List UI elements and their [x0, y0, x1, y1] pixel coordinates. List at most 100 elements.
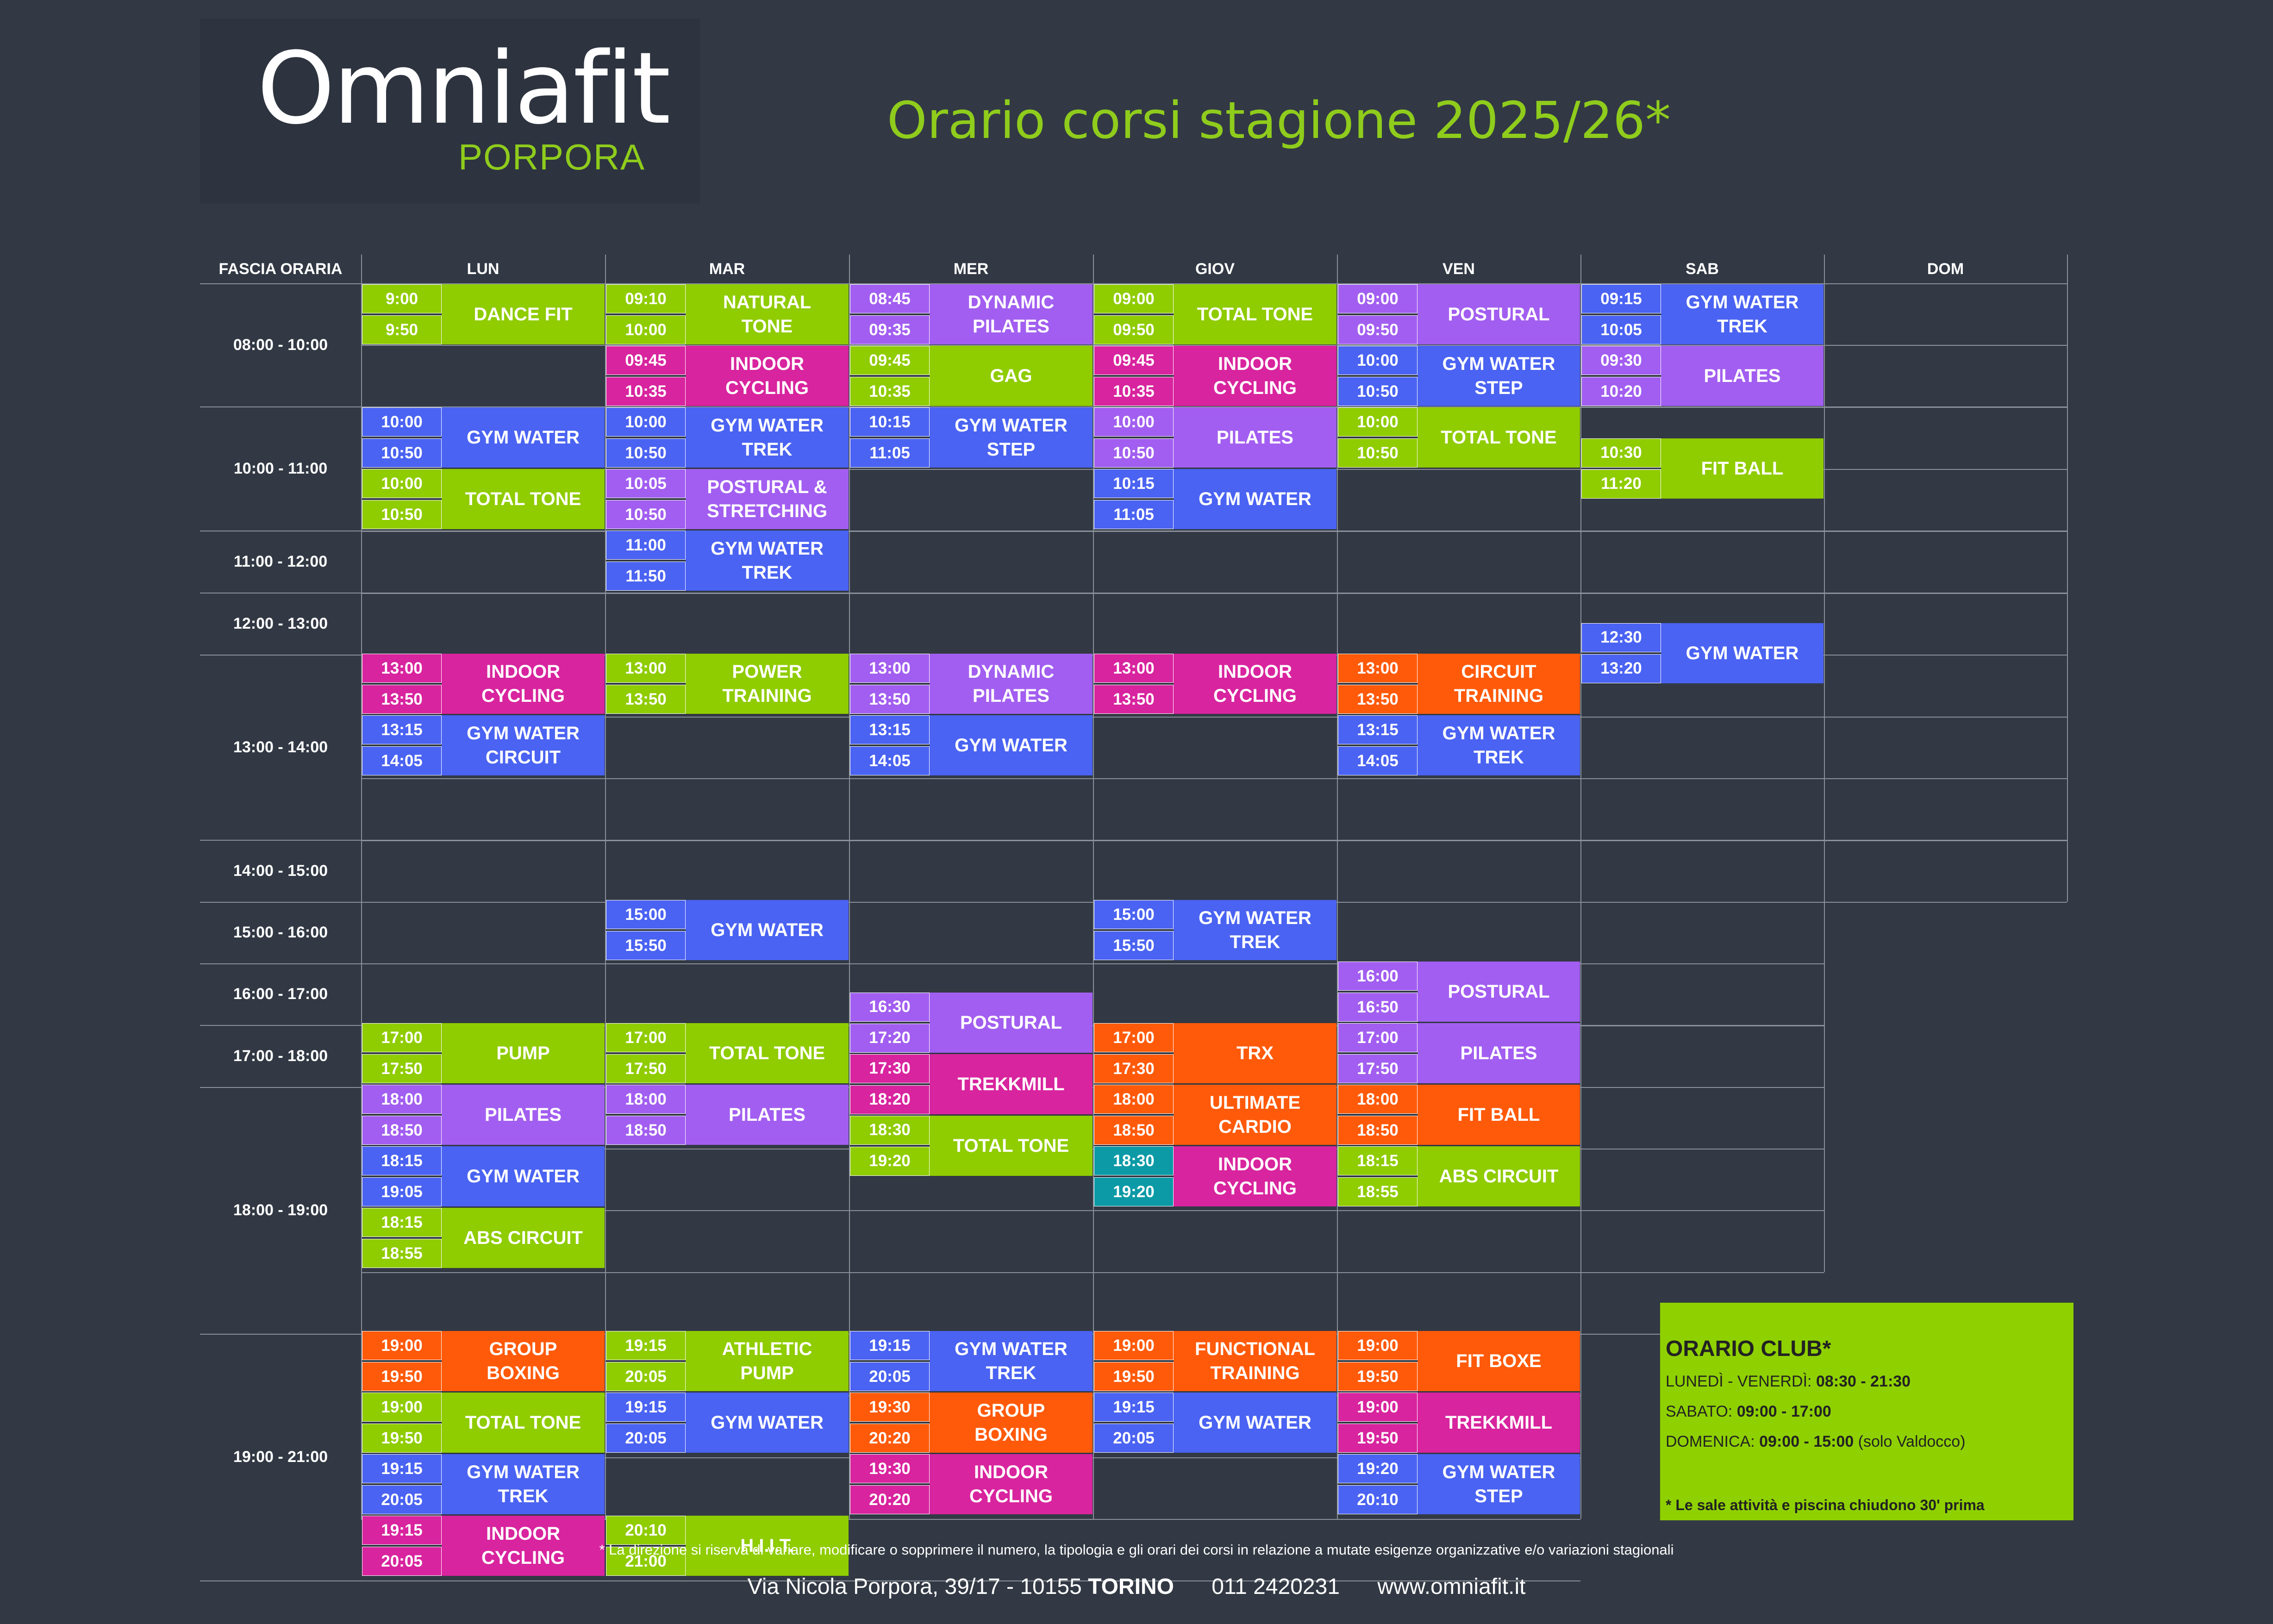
course-start-time: 17:00: [1094, 1023, 1174, 1052]
course-block: TOTAL TONE 10:00 10:50: [1338, 407, 1580, 468]
course-end-time: 10:20: [1581, 377, 1661, 406]
grid-line: [2067, 255, 2068, 902]
course-end-time: 10:35: [606, 377, 686, 406]
course-end-time: 17:20: [850, 1023, 930, 1053]
course-block: GYM WATER 18:15 19:05: [362, 1146, 605, 1206]
course-end-time: 18:50: [606, 1116, 686, 1145]
course-name: GYM WATER: [442, 1146, 605, 1206]
column-header: MER: [953, 260, 989, 278]
course-end-time: 18:50: [1094, 1116, 1174, 1145]
grid-line: [361, 840, 2067, 841]
course-block: CIRCUIT TRAINING 13:00 13:50: [1338, 654, 1580, 714]
course-name: GYM WATER TREK: [1174, 900, 1336, 960]
column-header: LUN: [467, 260, 500, 278]
course-name: TRX: [1174, 1023, 1336, 1083]
club-hours-label: LUNEDÌ - VENERDÌ:: [1666, 1373, 1812, 1390]
course-name: GYM WATER: [442, 407, 605, 468]
disclaimer: * La direzione si riserva di variare, mo…: [599, 1542, 1674, 1558]
course-name: NATURAL TONE: [686, 284, 849, 344]
course-start-time: 19:15: [606, 1393, 686, 1422]
club-hours-row: LUNEDÌ - VENERDÌ: 08:30 - 21:30: [1666, 1373, 2068, 1391]
club-hours-value: 09:00 - 15:00: [1759, 1433, 1854, 1450]
time-slot-label: 17:00 - 18:00: [233, 1047, 328, 1065]
time-slot-label: 08:00 - 10:00: [233, 336, 328, 354]
course-end-time: 10:50: [606, 438, 686, 468]
time-slot-label: 11:00 - 12:00: [233, 553, 328, 570]
course-name: TREKKMILL: [1418, 1393, 1580, 1453]
footer-city: TORINO: [1088, 1574, 1174, 1599]
course-name: ABS CIRCUIT: [1418, 1146, 1580, 1206]
course-end-time: 09:50: [1094, 315, 1174, 344]
course-name: PILATES: [1661, 346, 1823, 406]
course-block: ABS CIRCUIT 18:15 18:55: [362, 1208, 605, 1268]
course-end-time: 20:05: [1094, 1424, 1174, 1453]
course-end-time: 9:50: [362, 315, 442, 344]
course-end-time: 18:55: [362, 1239, 442, 1268]
course-block: GYM WATER 15:00 15:50: [606, 900, 849, 960]
course-start-time: 19:20: [1338, 1454, 1418, 1483]
course-start-time: 19:15: [606, 1331, 686, 1360]
course-start-time: 15:00: [606, 900, 686, 929]
course-name: ATHLETIC PUMP: [686, 1331, 849, 1391]
course-start-time: 16:00: [1338, 962, 1418, 991]
course-start-time: 17:00: [606, 1023, 686, 1052]
course-block: POSTURAL 09:00 09:50: [1338, 284, 1580, 344]
course-block: GYM WATER CIRCUIT 13:15 14:05: [362, 715, 605, 775]
course-end-time: 19:50: [1094, 1362, 1174, 1391]
course-name: FIT BALL: [1661, 438, 1823, 499]
course-start-time: 08:45: [850, 284, 930, 313]
course-block: FIT BALL 18:00 18:50: [1338, 1085, 1580, 1145]
course-start-time: 13:00: [362, 654, 442, 683]
course-name: PUMP: [442, 1023, 605, 1083]
grid-line: [361, 593, 2067, 594]
course-name: GYM WATER: [686, 900, 849, 960]
logo-background: [200, 19, 700, 204]
course-block: H.I.I.T. 20:10 21:00: [606, 1516, 849, 1576]
footer-website[interactable]: www.omniafit.it: [1377, 1574, 1526, 1599]
grid-line: [1824, 255, 1825, 1272]
course-block: PUMP 17:00 17:50: [362, 1023, 605, 1083]
course-block: TRX 17:00 17:30: [1094, 1023, 1336, 1083]
course-block: GROUP BOXING 19:00 19:50: [362, 1331, 605, 1391]
course-start-time: 09:45: [850, 346, 930, 375]
page-title: Orario corsi stagione 2025/26*: [887, 91, 1671, 150]
time-slot-label: 18:00 - 19:00: [233, 1201, 328, 1219]
course-start-time: 17:00: [362, 1023, 442, 1052]
grid-line: [361, 1272, 1824, 1273]
course-name: PILATES: [1418, 1023, 1580, 1083]
course-block: INDOOR CYCLING 09:45 10:35: [606, 346, 849, 406]
course-block: INDOOR CYCLING 13:00 13:50: [1094, 654, 1336, 714]
grid-line: [361, 1210, 1824, 1211]
course-name: TOTAL TONE: [442, 469, 605, 529]
course-block: GYM WATER 19:15 20:05: [1094, 1393, 1336, 1453]
course-name: PILATES: [1174, 407, 1336, 468]
course-end-time: 13:50: [850, 685, 930, 714]
grid-line: [1337, 255, 1338, 1519]
course-name: PILATES: [442, 1085, 605, 1145]
grid-line: [361, 531, 2067, 532]
course-block: INDOOR CYCLING 19:30 20:20: [850, 1454, 1093, 1514]
course-end-time: 19:20: [850, 1146, 930, 1176]
course-start-time: 13:00: [1094, 654, 1174, 683]
course-block: INDOOR CYCLING 18:30 19:20: [1094, 1146, 1336, 1206]
course-end-time: 10:50: [362, 500, 442, 529]
column-header: GIOV: [1195, 260, 1235, 278]
course-start-time: 18:00: [1094, 1085, 1174, 1114]
course-name: GYM WATER: [930, 715, 1093, 775]
course-block: ATHLETIC PUMP 19:15 20:05: [606, 1331, 849, 1391]
course-name: PILATES: [686, 1085, 849, 1145]
course-start-time: 18:15: [1338, 1146, 1418, 1175]
course-end-time: 21:00: [606, 1547, 686, 1576]
course-name: GYM WATER STEP: [930, 407, 1093, 468]
course-end-time: 19:50: [362, 1362, 442, 1391]
course-name: TOTAL TONE: [930, 1115, 1093, 1176]
course-end-time: 10:50: [362, 438, 442, 468]
course-block: PILATES 18:00 18:50: [606, 1085, 849, 1145]
course-start-time: 19:15: [1094, 1393, 1174, 1422]
course-start-time: 13:00: [606, 654, 686, 683]
course-name: TREKKMILL: [930, 1054, 1093, 1114]
course-start-time: 09:45: [1094, 346, 1174, 375]
course-end-time: 19:50: [362, 1424, 442, 1453]
course-start-time: 18:15: [362, 1146, 442, 1175]
course-name: INDOOR CYCLING: [930, 1454, 1093, 1514]
